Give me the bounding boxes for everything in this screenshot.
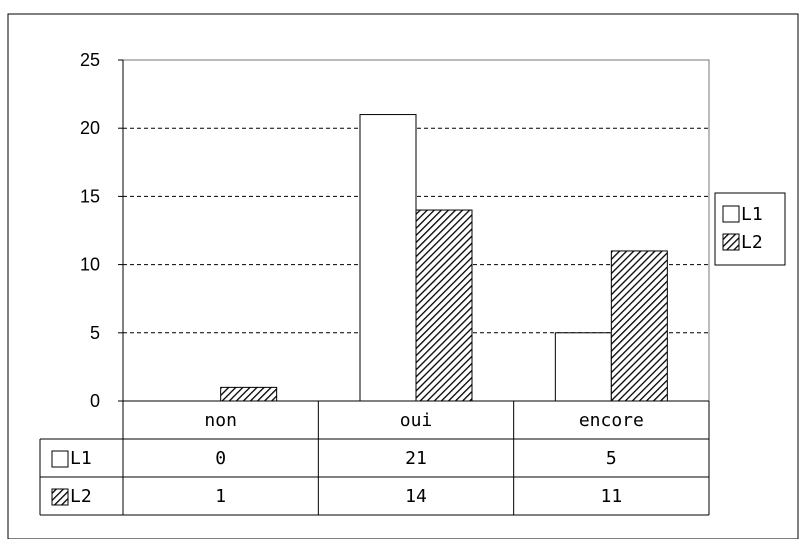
series-label: L1 <box>70 448 92 469</box>
y-tick-label: 15 <box>80 186 100 206</box>
legend-label: L2 <box>741 232 763 253</box>
bar-L2-non <box>220 386 278 402</box>
data-label: 11 <box>600 486 622 507</box>
category-label: non <box>204 410 237 431</box>
bar-L2-encore <box>610 250 668 402</box>
legend-box <box>714 192 786 266</box>
legend-swatch-L2 <box>722 233 740 251</box>
legend-swatch-L1 <box>722 205 740 223</box>
legend-label: L1 <box>741 204 763 225</box>
data-label: 1 <box>215 486 226 507</box>
y-tick-label: 0 <box>90 391 100 411</box>
data-label: 14 <box>405 486 427 507</box>
y-axis: 0 5 10 15 20 25 <box>80 50 124 411</box>
bar-L2-oui <box>415 209 473 402</box>
series-key-L2 <box>51 488 69 506</box>
series-key-L1 <box>51 450 69 468</box>
bar-L1-encore <box>554 332 612 402</box>
bar-L1-oui <box>359 114 417 402</box>
y-tick-label: 25 <box>80 50 100 70</box>
data-label: 5 <box>606 448 617 469</box>
bars <box>220 114 668 402</box>
y-tick-label: 10 <box>80 255 100 275</box>
data-label: 21 <box>405 448 427 469</box>
category-label: oui <box>400 410 433 431</box>
category-label: encore <box>579 410 644 431</box>
series-label: L2 <box>70 486 92 507</box>
data-table: non oui encore L1 0 21 5 L2 1 14 11 <box>39 400 710 516</box>
data-label: 0 <box>215 448 226 469</box>
y-tick-label: 5 <box>90 323 100 343</box>
y-tick-label: 20 <box>80 118 100 138</box>
